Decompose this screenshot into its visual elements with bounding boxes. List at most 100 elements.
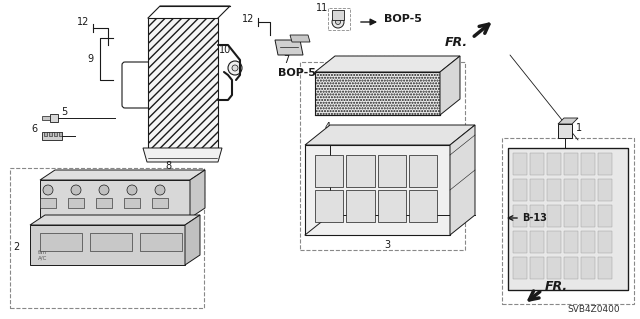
Polygon shape xyxy=(42,132,62,140)
Bar xyxy=(409,155,437,187)
Bar xyxy=(502,138,634,304)
Polygon shape xyxy=(290,35,310,42)
Text: FR.: FR. xyxy=(545,280,568,293)
Polygon shape xyxy=(50,114,58,122)
Bar xyxy=(148,18,218,148)
Bar xyxy=(513,179,527,201)
Polygon shape xyxy=(508,148,628,290)
Bar xyxy=(564,153,578,175)
Bar xyxy=(305,145,450,235)
Bar xyxy=(40,233,82,251)
Bar xyxy=(581,153,595,175)
Circle shape xyxy=(120,237,130,247)
Bar xyxy=(547,153,561,175)
Bar xyxy=(513,205,527,227)
Text: FR.: FR. xyxy=(445,36,468,49)
Bar xyxy=(346,190,374,222)
Bar xyxy=(598,179,612,201)
Text: 2: 2 xyxy=(13,242,20,252)
Circle shape xyxy=(332,104,338,110)
Bar xyxy=(513,231,527,253)
Bar xyxy=(300,62,465,250)
Bar xyxy=(547,231,561,253)
Polygon shape xyxy=(30,215,200,225)
Bar xyxy=(508,148,628,290)
Bar xyxy=(332,10,344,20)
Polygon shape xyxy=(30,225,185,265)
Text: 11: 11 xyxy=(316,3,328,13)
Bar xyxy=(558,124,572,138)
Circle shape xyxy=(332,16,344,28)
Bar xyxy=(68,198,84,208)
Polygon shape xyxy=(143,148,222,162)
Bar xyxy=(564,231,578,253)
Circle shape xyxy=(232,65,238,71)
Polygon shape xyxy=(440,56,460,115)
Bar xyxy=(346,155,374,187)
Polygon shape xyxy=(275,40,303,55)
Bar xyxy=(581,179,595,201)
Bar xyxy=(513,153,527,175)
Text: SVB4Z0400: SVB4Z0400 xyxy=(568,306,620,315)
Bar xyxy=(96,198,112,208)
Bar xyxy=(140,233,182,251)
Text: BOP-5: BOP-5 xyxy=(384,14,422,24)
Bar xyxy=(315,155,343,187)
Text: B-13: B-13 xyxy=(522,213,547,223)
Bar xyxy=(530,231,544,253)
Text: fan
A/C: fan A/C xyxy=(38,249,47,260)
Polygon shape xyxy=(315,56,460,72)
Text: 6: 6 xyxy=(32,124,38,134)
Bar xyxy=(44,132,47,136)
Bar xyxy=(547,205,561,227)
Text: 5: 5 xyxy=(61,107,67,117)
Bar xyxy=(547,179,561,201)
Bar xyxy=(598,257,612,279)
Bar xyxy=(378,155,406,187)
Bar xyxy=(530,153,544,175)
Polygon shape xyxy=(558,118,578,124)
Polygon shape xyxy=(190,170,205,218)
Bar xyxy=(598,231,612,253)
Bar xyxy=(378,190,406,222)
Text: 3: 3 xyxy=(384,240,390,250)
Circle shape xyxy=(228,61,242,75)
Bar xyxy=(530,179,544,201)
Bar xyxy=(40,198,56,208)
Circle shape xyxy=(155,185,165,195)
Text: 7: 7 xyxy=(283,55,289,65)
Text: 12: 12 xyxy=(77,17,89,27)
Bar xyxy=(10,168,204,308)
Polygon shape xyxy=(185,215,200,265)
Bar xyxy=(581,231,595,253)
Bar xyxy=(152,198,168,208)
Bar xyxy=(598,205,612,227)
Bar xyxy=(59,132,62,136)
Bar xyxy=(54,132,57,136)
Text: 10: 10 xyxy=(219,45,231,55)
Circle shape xyxy=(43,185,53,195)
Polygon shape xyxy=(450,125,475,235)
Bar xyxy=(328,8,350,30)
Bar xyxy=(564,205,578,227)
Bar xyxy=(564,257,578,279)
Bar xyxy=(564,179,578,201)
Bar xyxy=(547,257,561,279)
Circle shape xyxy=(335,19,340,25)
Bar xyxy=(49,132,52,136)
Circle shape xyxy=(99,185,109,195)
Polygon shape xyxy=(40,180,190,218)
Bar xyxy=(409,190,437,222)
Bar xyxy=(581,205,595,227)
Bar xyxy=(315,190,343,222)
Circle shape xyxy=(71,185,81,195)
Bar xyxy=(315,72,440,115)
Polygon shape xyxy=(40,170,205,180)
Bar xyxy=(530,205,544,227)
Text: 12: 12 xyxy=(242,14,254,24)
Text: 4: 4 xyxy=(325,122,331,132)
Circle shape xyxy=(70,237,80,247)
Polygon shape xyxy=(42,116,50,120)
Bar xyxy=(90,233,132,251)
Text: 9: 9 xyxy=(88,54,94,64)
